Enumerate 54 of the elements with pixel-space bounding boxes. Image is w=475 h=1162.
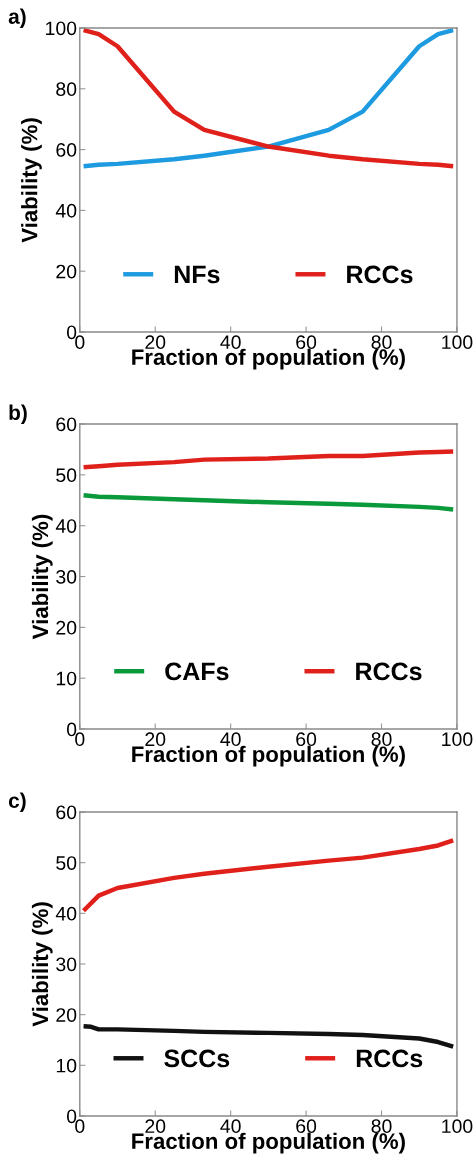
x-tick-label: 60 [296,732,317,747]
legend-label: NFs [174,265,220,284]
legend-label: SCCs [164,1049,230,1068]
y-tick-label: 30 [56,957,77,972]
x-tick-label: 100 [442,335,473,350]
y-tick-label: 10 [56,671,77,686]
line-series [81,492,456,512]
x-tick-label: 20 [145,335,166,350]
y-tick-label: 0 [66,1109,77,1124]
y-axis-title: Viability (%) [21,118,42,243]
y-tick-label: 60 [56,417,77,432]
y-tick-label: 30 [56,569,77,584]
x-tick-label: 20 [145,1119,166,1134]
y-tick-label: 80 [56,82,77,97]
y-tick-label: 50 [56,468,77,483]
y-tick-label: 50 [56,856,77,870]
line-series [81,1024,456,1049]
x-tick-label: 60 [296,335,317,350]
x-tick-label: 100 [442,732,473,747]
y-tick-label: 40 [55,906,77,921]
y-tick-label: 0 [66,722,77,737]
x-tick-label: 40 [220,335,241,350]
y-tick-label: 40 [55,519,77,533]
x-tick-label: 80 [371,1119,392,1134]
y-tick-label: 20 [56,620,77,635]
y-axis-title: Viability (%) [31,514,53,640]
x-tick-label: 80 [371,335,392,350]
y-tick-label: 20 [56,264,77,279]
legend-label: RCCs [356,662,422,681]
y-tick-label: 60 [56,143,77,157]
chart-title: c) [8,792,26,813]
line-series [81,838,456,914]
x-tick-label: 40 [220,1119,241,1134]
x-tick-label: 60 [296,1119,317,1134]
legend-label: RCCs [347,265,413,284]
y-tick-label: 60 [56,805,77,820]
legend-label: CAFs [165,662,229,681]
y-tick-label: 0 [66,325,77,340]
x-axis-title: Fraction of population (%) [132,348,405,370]
x-tick-label: 40 [220,732,241,747]
x-tick-label: 100 [442,1119,473,1134]
y-tick-label: 20 [56,1008,77,1022]
line-series [81,449,456,470]
y-tick-label: 100 [46,21,77,36]
x-axis-title: Fraction of population (%) [132,745,405,767]
x-tick-label: 80 [371,732,392,747]
legend-label: RCCs [356,1049,423,1068]
y-axis-title: Viability (%) [31,902,53,1027]
chart-title: a) [8,8,26,28]
x-axis-title: Fraction of population (%) [132,1132,405,1154]
y-tick-label: 10 [56,1058,77,1073]
x-tick-label: 20 [145,732,166,747]
y-tick-label: 40 [55,203,77,218]
chart-title: b) [9,404,27,425]
